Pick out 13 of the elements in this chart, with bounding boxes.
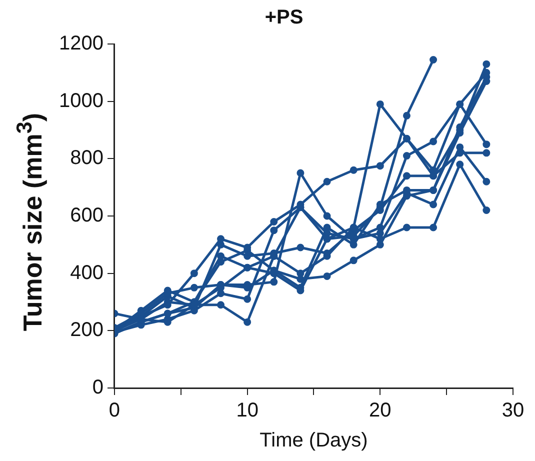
y-tick-label: 200 <box>70 319 104 342</box>
y-tick-label: 600 <box>70 204 104 227</box>
y-tick-label: 800 <box>70 147 104 170</box>
y-tick-label: 1200 <box>58 32 104 55</box>
x-tick-label: 0 <box>108 400 120 422</box>
chart-title: +PS <box>264 6 304 29</box>
y-tick-label: 400 <box>70 262 104 284</box>
x-axis-title: Time (Days) <box>260 430 368 452</box>
x-tick-label: 10 <box>236 400 258 422</box>
x-tick-label: 30 <box>502 400 524 422</box>
y-tick-label: 0 <box>92 376 104 399</box>
x-tick-label: 20 <box>369 400 392 422</box>
y-tick-label: 1000 <box>58 90 104 112</box>
